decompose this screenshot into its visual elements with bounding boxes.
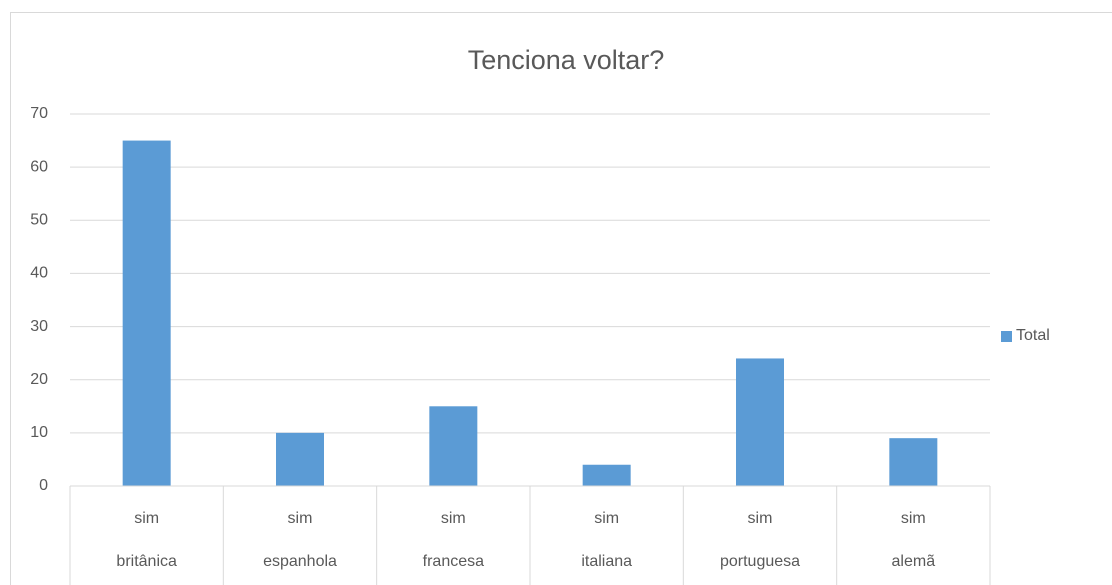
x-group-label: espanhola xyxy=(263,553,337,570)
y-tick-label: 70 xyxy=(30,105,48,122)
x-group-label: francesa xyxy=(423,553,484,570)
legend-swatch xyxy=(1001,331,1012,342)
x-group-label: italiana xyxy=(581,553,632,570)
x-tick-label: sim xyxy=(901,510,926,527)
chart-title: Tenciona voltar? xyxy=(468,45,665,75)
x-tick-label: sim xyxy=(748,510,773,527)
y-tick-label: 30 xyxy=(30,318,48,335)
bar xyxy=(429,406,478,486)
bar xyxy=(276,432,324,486)
y-tick-label: 0 xyxy=(39,477,48,494)
x-group-label: portuguesa xyxy=(720,553,800,570)
legend-label: Total xyxy=(1016,327,1050,344)
x-group-label: britânica xyxy=(116,553,177,570)
y-tick-label: 60 xyxy=(30,158,48,175)
bar xyxy=(889,438,938,486)
bar xyxy=(736,358,784,486)
y-tick-label: 20 xyxy=(30,371,48,388)
x-tick-label: sim xyxy=(594,510,619,527)
chart-border xyxy=(10,12,1112,585)
bar xyxy=(122,140,171,487)
x-tick-label: sim xyxy=(288,510,313,527)
bar xyxy=(582,464,631,486)
x-tick-label: sim xyxy=(441,510,466,527)
x-tick-label: sim xyxy=(134,510,159,527)
x-group-label: alemã xyxy=(892,553,936,570)
y-tick-label: 10 xyxy=(30,424,48,441)
y-tick-label: 50 xyxy=(30,212,48,229)
y-tick-label: 40 xyxy=(30,265,48,282)
